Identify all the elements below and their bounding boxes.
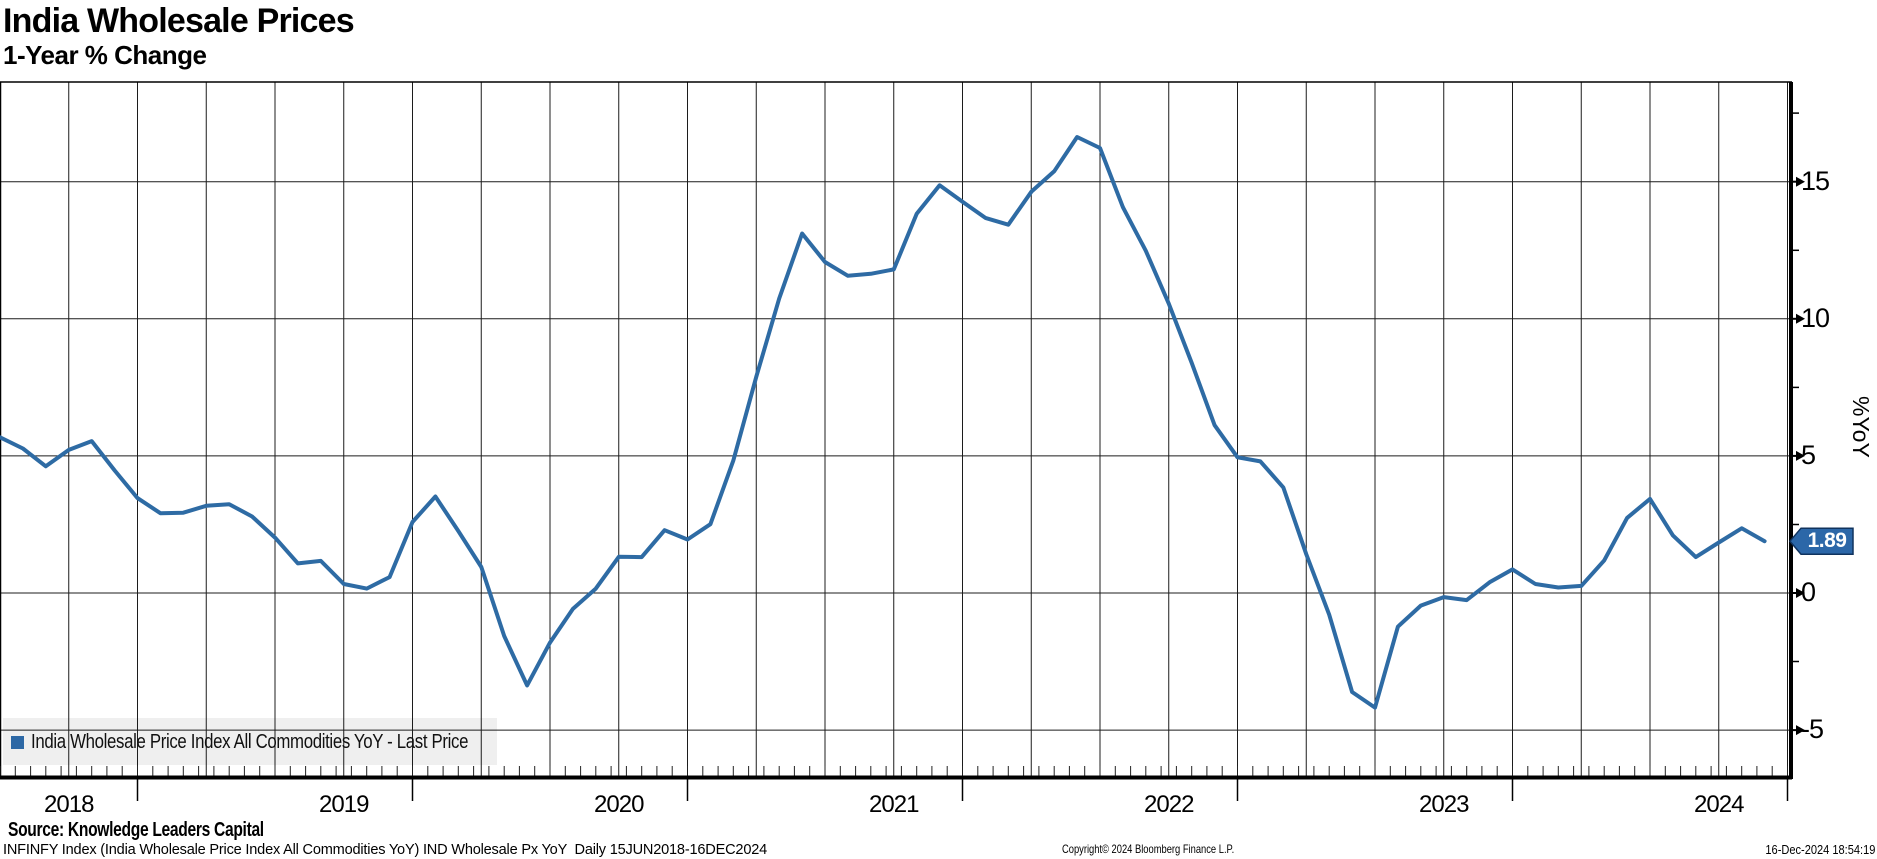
copyright-note: Copyright© 2024 Bloomberg Finance L.P.	[1062, 842, 1235, 856]
y-tick-arrow-icon	[1796, 588, 1805, 598]
last-price-badge	[1789, 527, 1854, 555]
y-tick-arrow-icon	[1796, 313, 1805, 324]
last-price-badge-value: 1.89	[1807, 529, 1847, 553]
page-title: India Wholesale Prices	[3, 2, 355, 40]
ticker-description: INFINFY Index (India Wholesale Price Ind…	[3, 841, 768, 858]
y-tick-label: 15	[1801, 165, 1830, 196]
y-tick-arrow-icon	[1796, 725, 1805, 736]
source-note: Source: Knowledge Leaders Capital	[8, 819, 264, 841]
page-subtitle: 1-Year % Change	[3, 40, 207, 70]
legend-box	[3, 718, 497, 765]
x-tick-label: 2019	[319, 791, 369, 818]
y-tick-label: 0	[1801, 577, 1816, 607]
x-tick-label: 2024	[1694, 791, 1744, 818]
timestamp: 16-Dec-2024 18:54:19	[1765, 842, 1875, 857]
y-tick-label: 5	[1801, 439, 1816, 470]
price-line	[0, 135, 1767, 710]
x-tick-label: 2020	[594, 791, 644, 818]
y-tick-label: -5	[1801, 714, 1824, 745]
y-tick-arrow-icon	[1796, 450, 1805, 461]
legend-marker-icon	[11, 735, 24, 749]
x-tick-label: 2022	[1144, 791, 1194, 818]
x-tick-label: 2023	[1419, 791, 1469, 818]
x-tick-label: 2018	[44, 791, 94, 818]
x-tick-label: 2021	[869, 791, 919, 818]
legend-label: India Wholesale Price Index All Commodit…	[31, 730, 469, 753]
y-tick-label: 10	[1801, 302, 1830, 333]
legend: India Wholesale Price Index All Commodit…	[11, 731, 551, 753]
y-tick-arrow-icon	[1796, 176, 1805, 187]
